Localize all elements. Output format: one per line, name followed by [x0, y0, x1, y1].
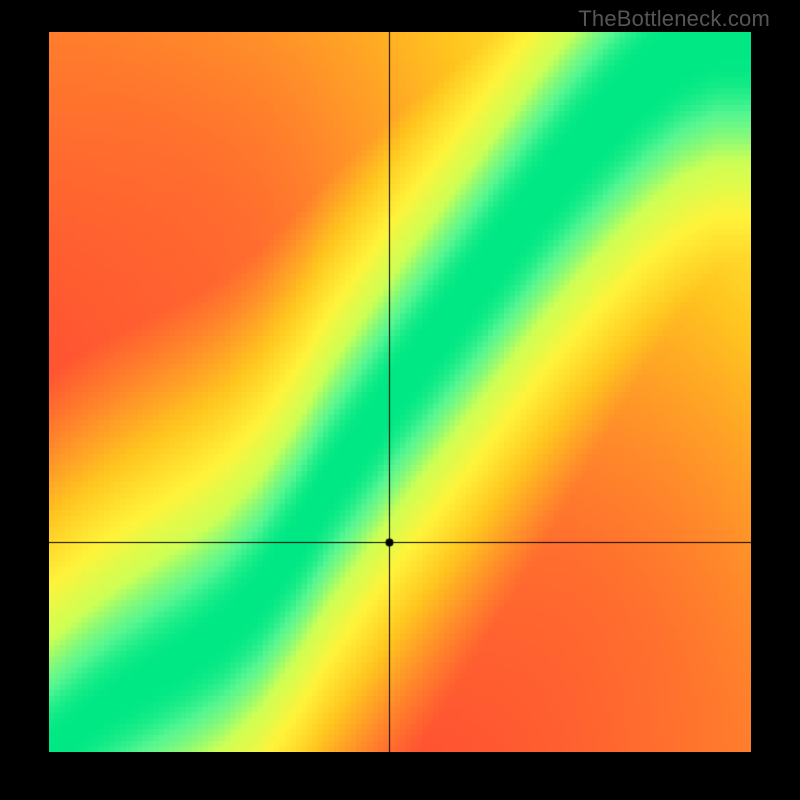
chart-root: TheBottleneck.com	[0, 0, 800, 800]
watermark-text: TheBottleneck.com	[578, 6, 770, 32]
crosshair-layer	[49, 32, 751, 752]
